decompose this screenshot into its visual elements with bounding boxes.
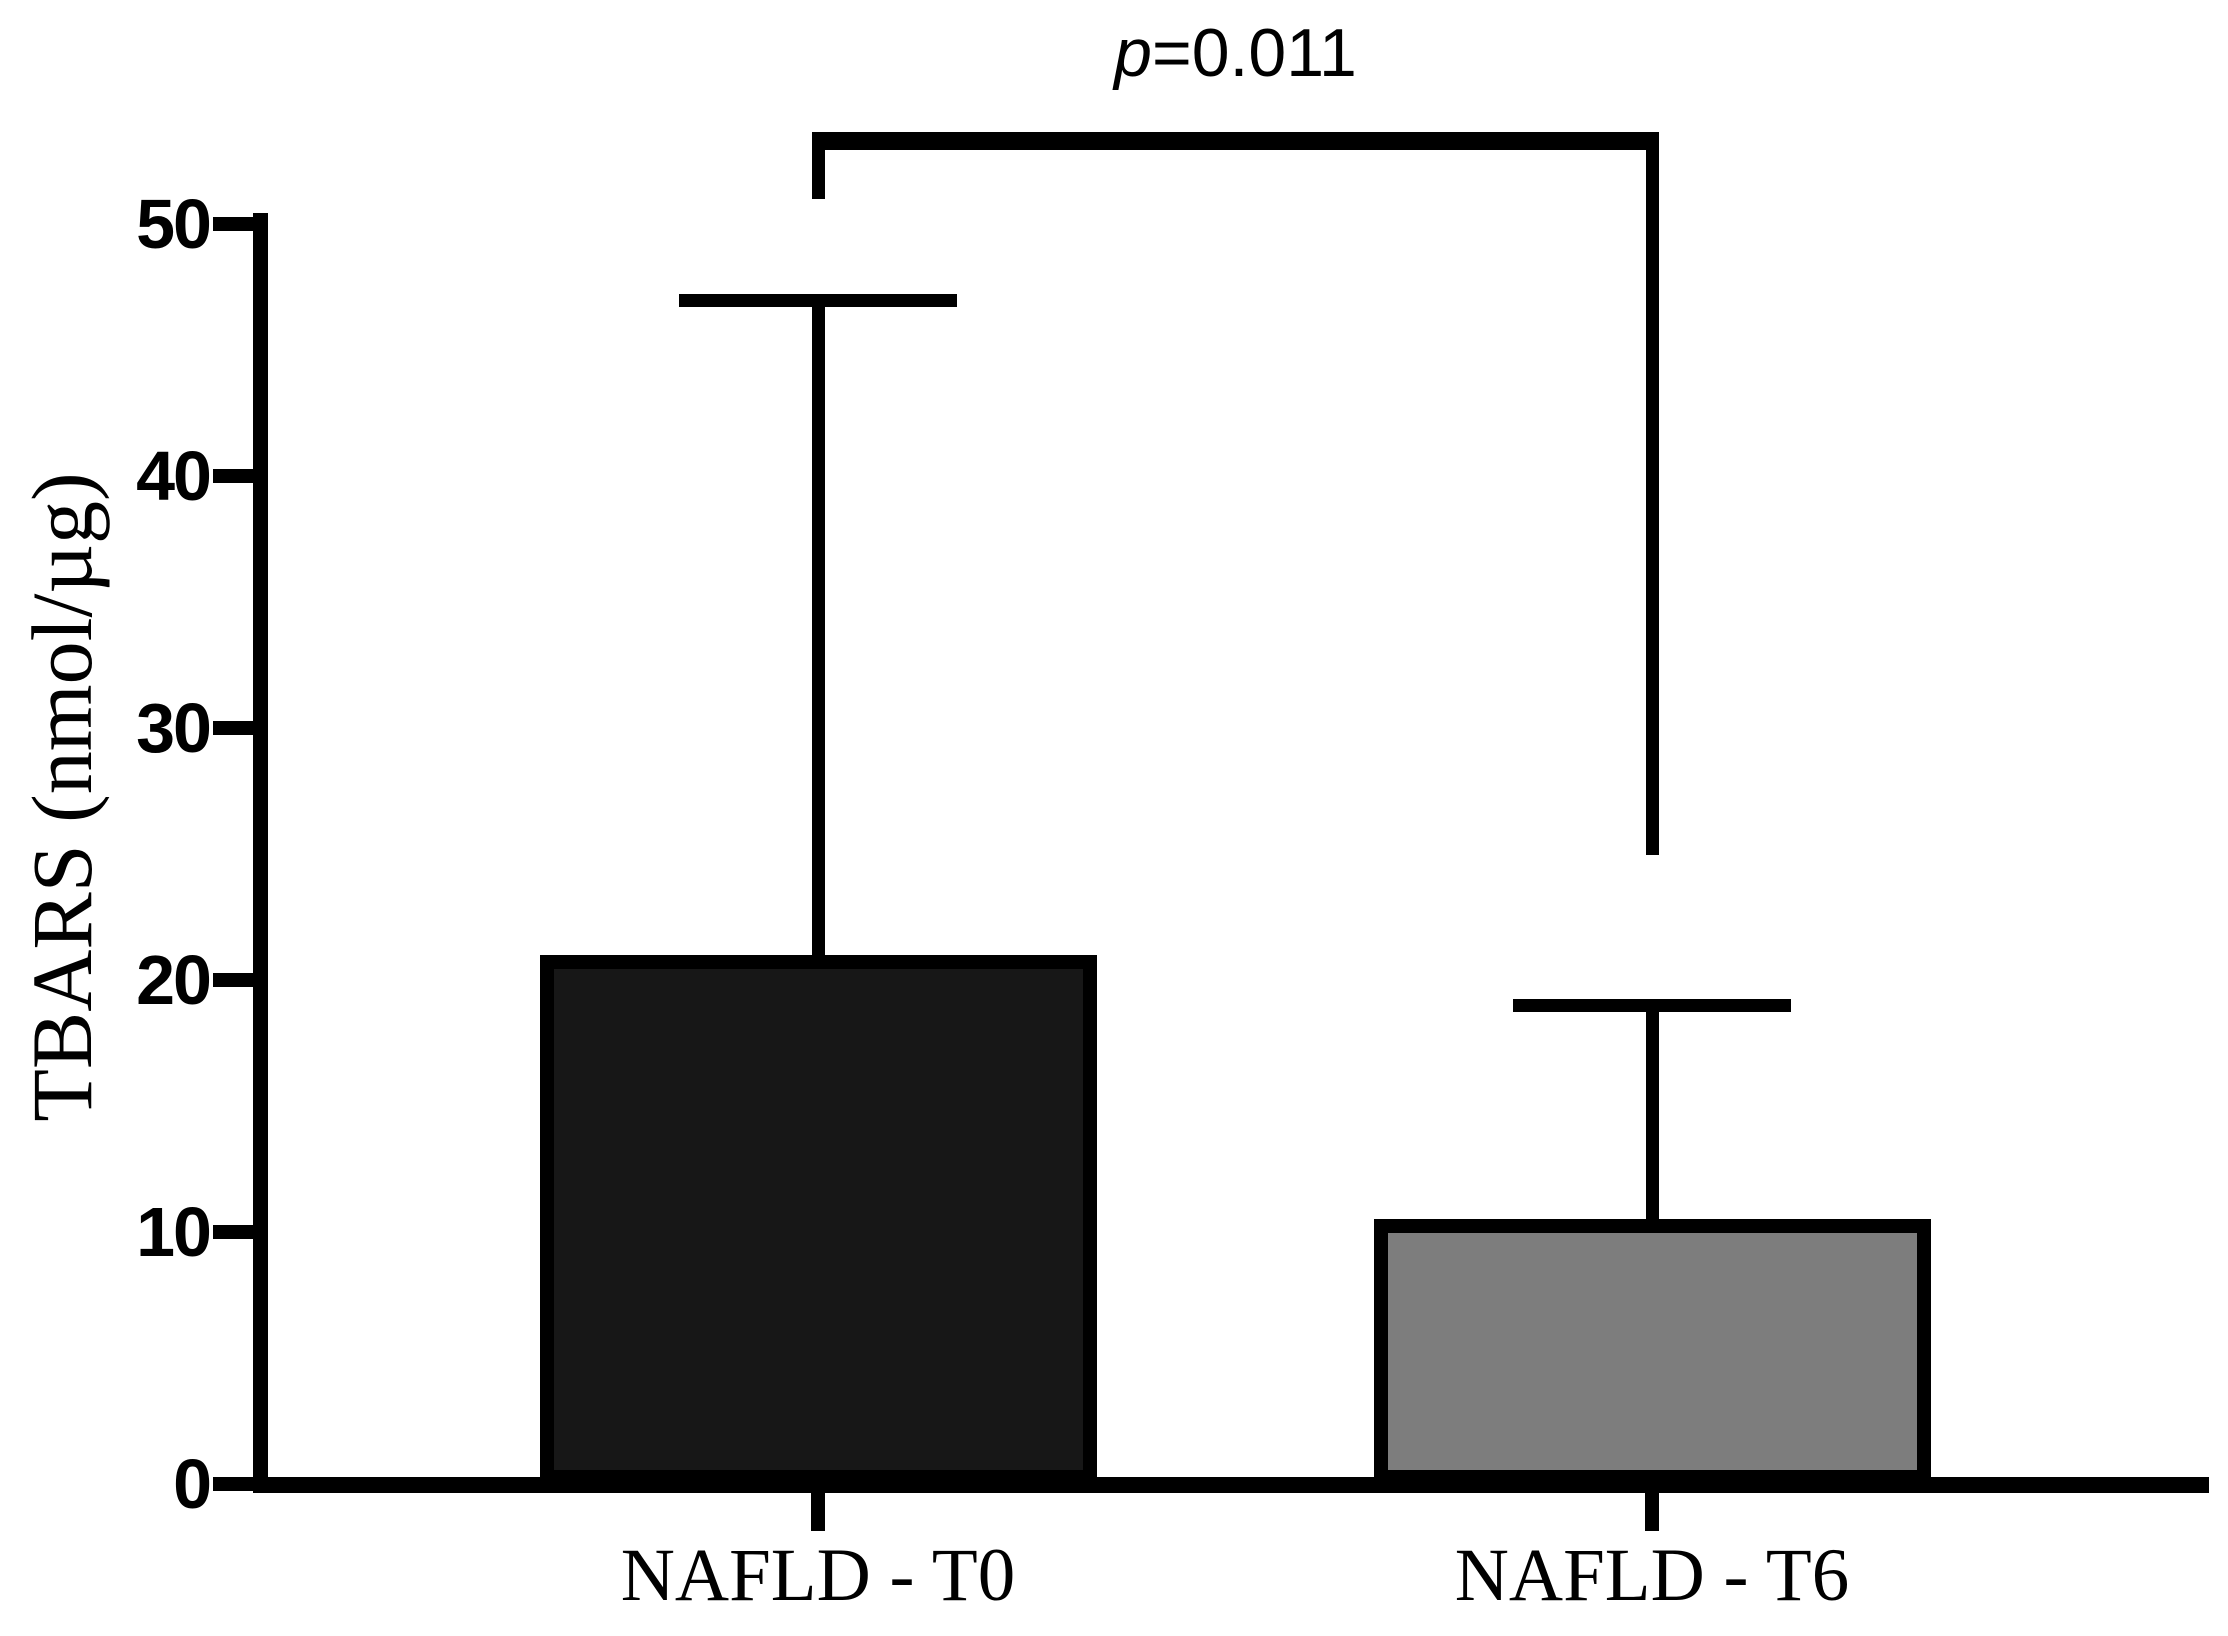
significance-bracket-right-leg	[1646, 132, 1659, 855]
y-tick-label: 20	[136, 941, 212, 1019]
y-tick	[213, 469, 253, 483]
significance-bracket-left-leg	[812, 132, 825, 199]
y-tick-label: 40	[136, 437, 212, 515]
x-tick	[811, 1493, 825, 1531]
x-tick	[1645, 1493, 1659, 1531]
error-bar-cap	[1513, 999, 1791, 1013]
significance-bracket-top	[812, 132, 1659, 150]
x-category-label: NAFLD - T0	[620, 1534, 1016, 1617]
p-value-symbol: p	[1114, 15, 1152, 91]
error-bar-line	[1645, 1005, 1659, 1220]
y-axis-line	[253, 213, 268, 1493]
p-value-label: p=0.011	[812, 0, 1659, 106]
error-bar-line	[811, 299, 825, 955]
y-tick	[213, 721, 253, 735]
x-category-label: NAFLD - T6	[1454, 1534, 1850, 1617]
bar-nafld-t6	[1373, 1219, 1931, 1484]
y-tick	[213, 217, 253, 231]
y-tick-label: 10	[136, 1193, 212, 1271]
y-tick-label: 30	[136, 689, 212, 767]
p-value-text: =0.011	[1151, 15, 1357, 91]
y-tick	[213, 1225, 253, 1239]
error-bar-cap	[679, 293, 957, 307]
bar-nafld-t0	[539, 954, 1097, 1484]
y-tick-label: 0	[173, 1445, 212, 1523]
y-tick-label: 50	[136, 185, 212, 263]
y-tick	[213, 1477, 253, 1491]
y-tick	[213, 973, 253, 987]
